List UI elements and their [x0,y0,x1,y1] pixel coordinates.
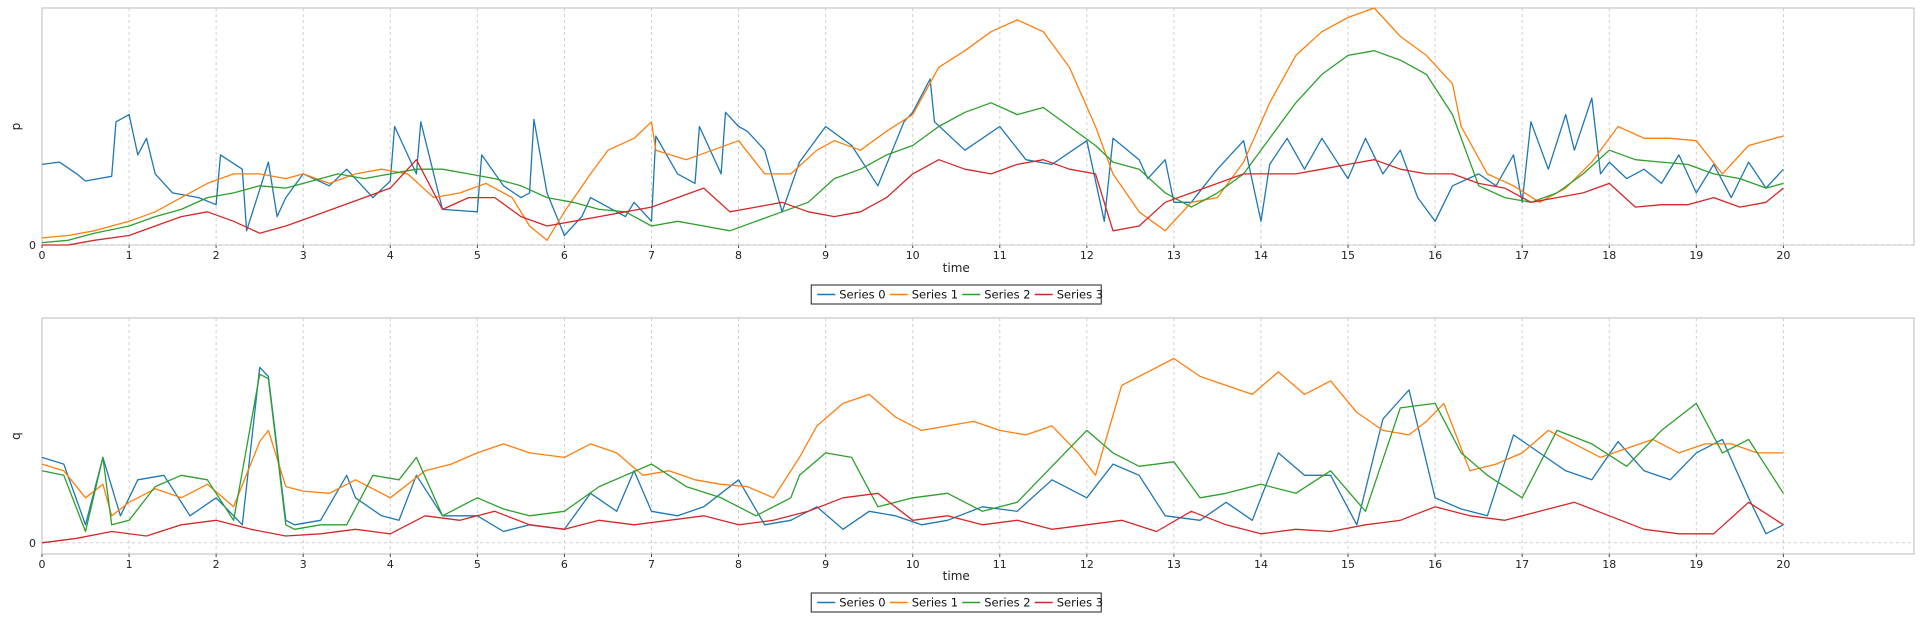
legend-entry: Series 1 [912,596,958,610]
x-tick-label: 7 [648,558,655,571]
legend: Series 0 Series 1 Series 2 Series 3 [810,284,1103,305]
x-tick-label: 14 [1254,558,1268,571]
x-tick-label: 5 [474,249,481,262]
x-tick-label: 1 [126,558,133,571]
x-tick-label: 9 [822,249,829,262]
plot-q: 0 1 2 3 4 5 6 7 8 9 10 11 12 13 14 15 16 17 18 19 200qtimeSe… [9,317,1915,613]
x-tick-label: 17 [1515,558,1529,571]
x-tick-label: 8 [735,249,742,262]
y-axis-label: p [9,123,23,131]
x-tick-label: 13 [1167,249,1181,262]
x-tick-label: 6 [561,249,568,262]
x-tick-label: 13 [1167,558,1181,571]
y-tick-label: 0 [29,537,36,550]
x-tick-label: 20 [1776,558,1790,571]
x-tick-label: 5 [474,558,481,571]
x-tick-label: 14 [1254,249,1268,262]
x-axis-label: time [943,569,970,583]
x-tick-label: 0 [39,249,46,262]
x-tick-label: 8 [735,558,742,571]
x-tick-label: 2 [213,249,220,262]
plot-frame [41,7,1915,246]
x-tick-label: 7 [648,249,655,262]
x-tick-label: 6 [561,558,568,571]
x-tick-label: 11 [993,558,1007,571]
series-line-2 [41,373,1784,533]
legend-entry: Series 0 [839,596,885,610]
x-tick-label: 16 [1428,558,1442,571]
x-tick-label: 11 [993,249,1007,262]
x-tick-label: 4 [387,558,394,571]
x-tick-label: 3 [300,249,307,262]
legend-entry: Series 2 [984,596,1030,610]
x-tick-label: 18 [1602,558,1616,571]
x-tick-label: 0 [39,558,46,571]
series-line-1 [41,7,1784,241]
legend-entry: Series 3 [1057,596,1103,610]
x-tick-label: 19 [1689,249,1703,262]
x-tick-label: 18 [1602,249,1616,262]
legend-entry: Series 1 [912,288,958,302]
legend-entry: Series 2 [984,288,1030,302]
x-tick-label: 2 [213,558,220,571]
series-line-3 [41,492,1784,544]
series-line-3 [42,159,1784,246]
legend-box [810,592,1102,613]
x-tick-label: 19 [1689,558,1703,571]
x-axis-label: time [943,261,970,275]
x-tick-label: 20 [1776,249,1790,262]
series-line-0 [41,78,1784,237]
plot-frame [41,317,1915,555]
x-tick-label: 3 [300,558,307,571]
plot-p: 0 1 2 3 4 5 6 7 8 9 10 11 12 13 14 15 16 17 18 19 200ptimeSe… [9,7,1915,305]
x-tick-label: 16 [1428,249,1442,262]
legend: Series 0 Series 1 Series 2 Series 3 [810,592,1103,613]
x-tick-label: 10 [906,558,920,571]
x-tick-label: 10 [906,249,920,262]
x-tick-label: 12 [1080,558,1094,571]
legend-box [810,284,1102,305]
x-tick-label: 15 [1341,558,1355,571]
x-tick-label: 1 [126,249,133,262]
y-axis-label: q [9,432,23,440]
x-tick-label: 4 [387,249,394,262]
legend-entry: Series 0 [839,288,885,302]
y-tick-label: 0 [29,239,36,252]
series-line-2 [41,50,1784,244]
x-tick-label: 17 [1515,249,1529,262]
x-tick-label: 12 [1080,249,1094,262]
x-tick-label: 15 [1341,249,1355,262]
legend-entry: Series 3 [1057,288,1103,302]
x-tick-label: 9 [822,558,829,571]
